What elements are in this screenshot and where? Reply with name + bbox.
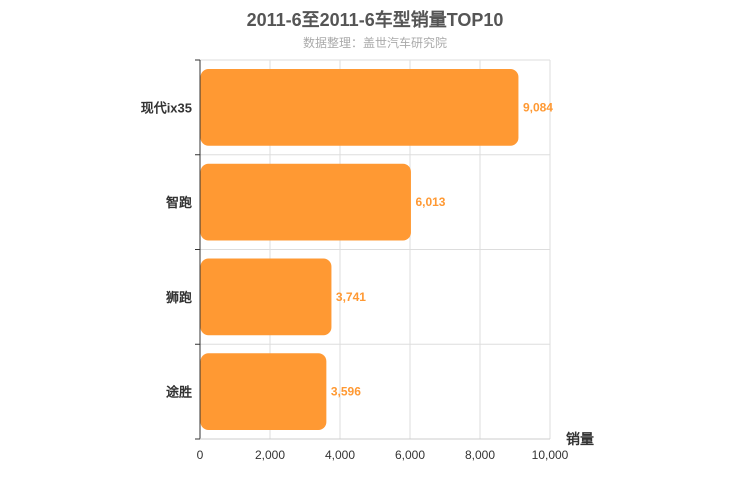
data-label: 6,013 (415, 195, 445, 209)
x-tick-label: 6,000 (395, 448, 425, 462)
data-label: 3,596 (331, 385, 361, 399)
bar (200, 353, 327, 430)
category-label: 现代ix35 (141, 100, 192, 115)
x-axis-title: 销量 (566, 431, 594, 447)
category-label: 智跑 (166, 195, 192, 210)
bars (200, 69, 519, 430)
x-tick-label: 10,000 (532, 448, 569, 462)
bar (200, 258, 332, 336)
x-tick-label: 8,000 (465, 448, 495, 462)
bar (200, 69, 519, 146)
chart-title: 2011-6至2011-6车型销量TOP10 (246, 10, 504, 30)
x-tick-label: 0 (197, 448, 204, 462)
chart-subtitle: 数据整理：盖世汽车研究院 (302, 36, 447, 50)
bar (200, 163, 411, 241)
axes (195, 59, 550, 440)
x-tick-label: 2,000 (255, 448, 285, 462)
category-label: 狮跑 (165, 290, 192, 305)
x-tick-label: 4,000 (325, 448, 355, 462)
data-label: 3,741 (336, 290, 366, 304)
data-label: 9,084 (523, 100, 553, 114)
category-label: 途胜 (166, 385, 192, 400)
